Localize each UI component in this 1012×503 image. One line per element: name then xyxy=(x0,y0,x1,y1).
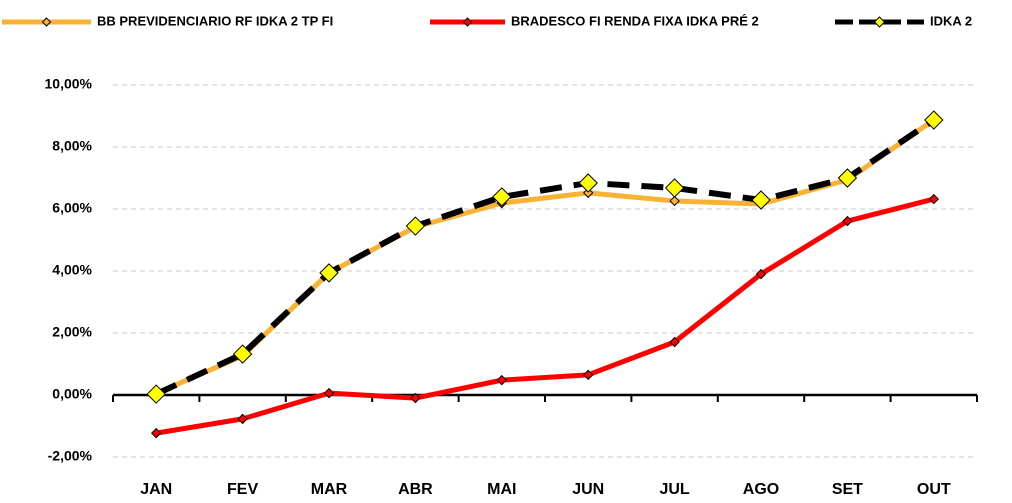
x-tick-label: SET xyxy=(832,481,863,498)
point xyxy=(842,215,853,227)
legend-marker xyxy=(462,17,473,27)
point xyxy=(150,427,162,439)
y-tick-label: 0,00% xyxy=(52,386,92,402)
point xyxy=(669,195,680,207)
x-tick-label: ABR xyxy=(398,481,433,498)
point xyxy=(664,178,685,198)
series-line xyxy=(155,117,936,396)
point xyxy=(837,168,858,188)
point xyxy=(751,190,771,210)
y-tick-label: 10,00% xyxy=(45,76,93,92)
point xyxy=(496,374,508,386)
x-tick-label: MAI xyxy=(487,481,516,498)
x-tick-label: AGO xyxy=(743,481,779,498)
point xyxy=(237,413,248,425)
point xyxy=(232,344,253,364)
point xyxy=(578,173,598,193)
x-tick-label: MAR xyxy=(311,481,348,498)
x-tick-label: JUN xyxy=(572,481,604,498)
point xyxy=(669,336,680,348)
point xyxy=(928,193,940,205)
point xyxy=(924,110,944,130)
point xyxy=(146,384,166,404)
legend-label: IDKA 2 xyxy=(930,13,972,28)
point xyxy=(755,268,767,280)
point xyxy=(405,216,426,236)
series-line xyxy=(155,196,935,436)
legend-marker xyxy=(41,17,52,27)
legend-label: BB PREVIDENCIARIO RF IDKA 2 TP FI xyxy=(97,13,333,28)
x-tick-label: JUL xyxy=(659,481,689,498)
y-tick-label: 8,00% xyxy=(52,138,92,154)
y-tick-label: -2,00% xyxy=(48,448,93,464)
legend-label: BRADESCO FI RENDA FIXA IDKA PRÉ 2 xyxy=(511,13,759,28)
legend-marker xyxy=(873,16,886,28)
point xyxy=(323,387,335,399)
x-tick-label: FEV xyxy=(227,481,258,498)
series-line xyxy=(154,117,936,397)
y-tick-label: 6,00% xyxy=(52,200,92,216)
point xyxy=(410,392,421,404)
point xyxy=(492,187,512,207)
point xyxy=(582,187,594,199)
y-tick-label: 4,00% xyxy=(52,262,92,278)
point xyxy=(582,369,594,381)
y-tick-label: 2,00% xyxy=(52,324,92,340)
point xyxy=(319,263,339,283)
x-tick-label: JAN xyxy=(140,481,172,498)
x-tick-label: OUT xyxy=(917,481,951,498)
